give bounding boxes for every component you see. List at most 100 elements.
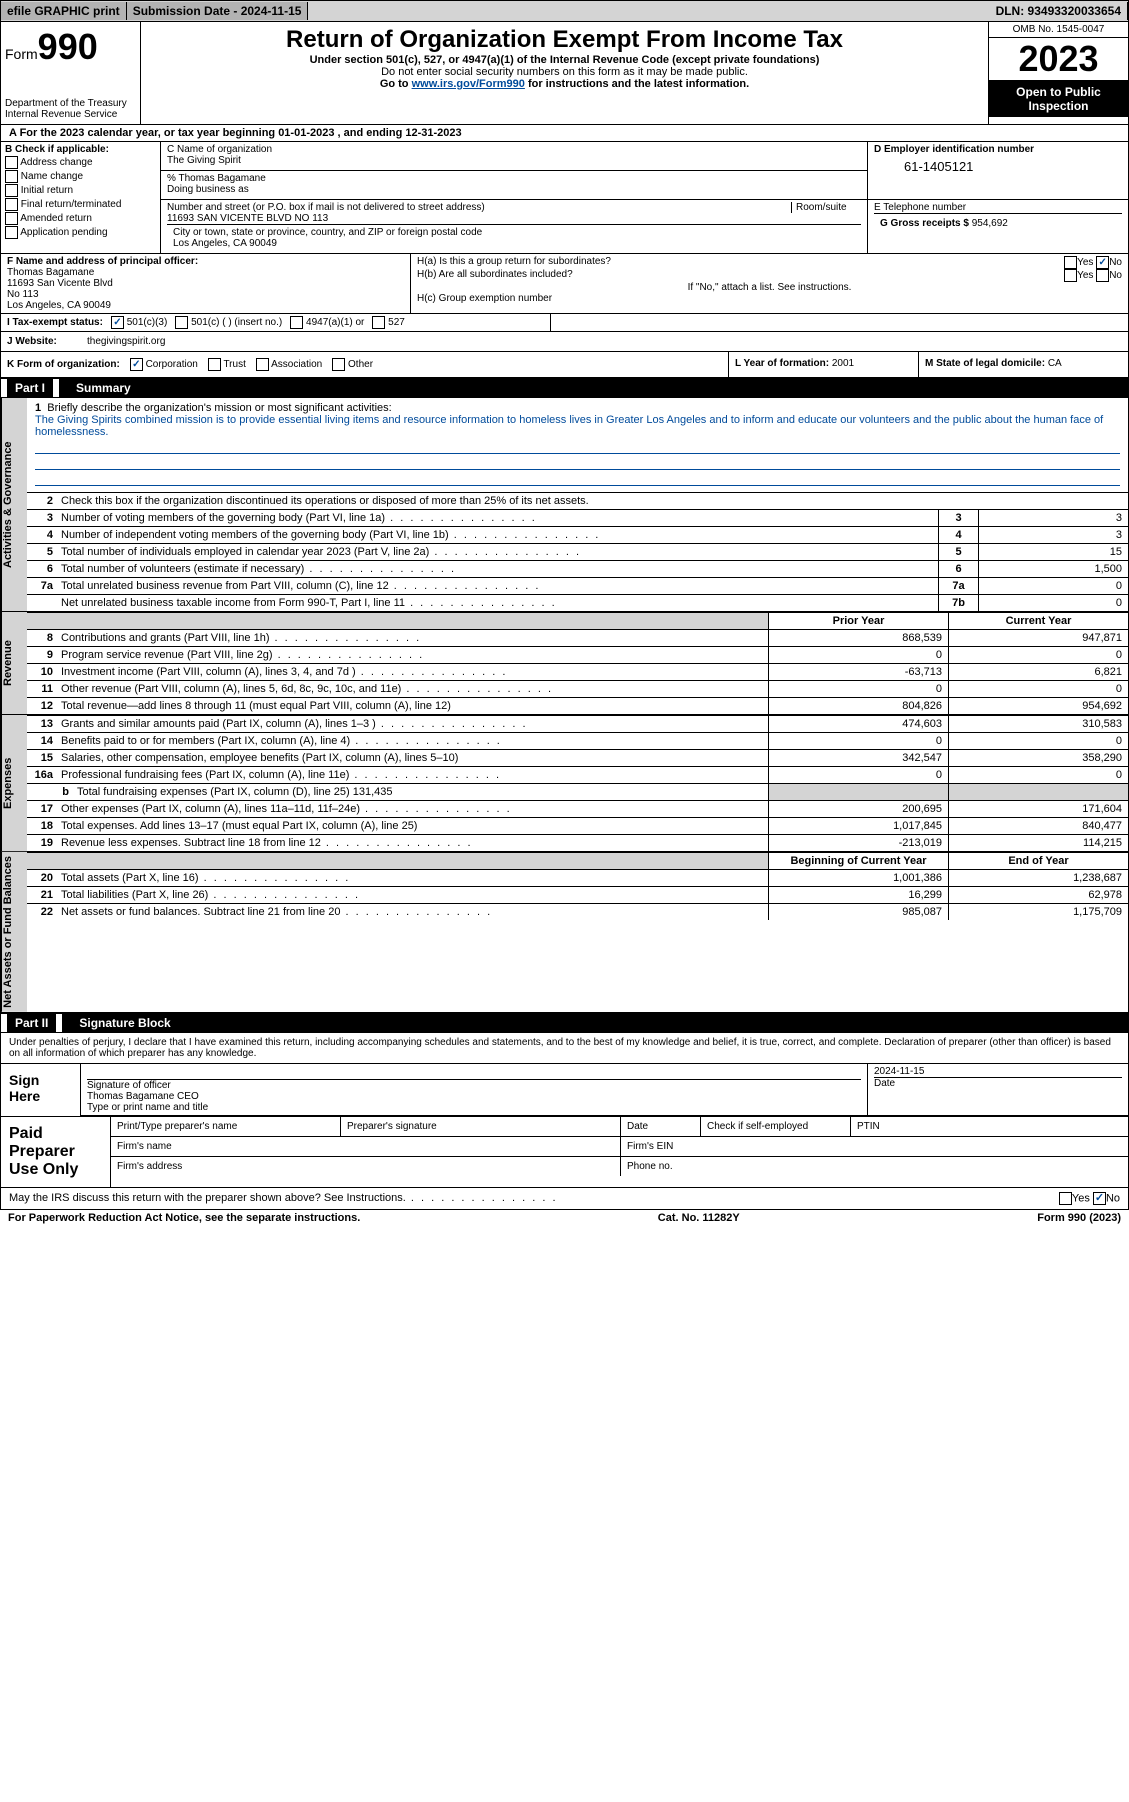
inspection-badge: Open to Public Inspection — [989, 81, 1128, 117]
officer-label: F Name and address of principal officer: — [7, 256, 198, 267]
line-21: Total liabilities (Part X, line 26) — [57, 887, 768, 903]
part-ii-header: Part II Signature Block — [0, 1013, 1129, 1033]
officer-addr1: 11693 San Vicente Blvd — [7, 278, 404, 289]
firm-ein-label: Firm's EIN — [621, 1137, 1128, 1156]
form-title: Return of Organization Exempt From Incom… — [149, 26, 980, 54]
telephone-label: E Telephone number — [874, 202, 1122, 213]
line-5: Total number of individuals employed in … — [57, 544, 938, 560]
sign-here-label: Sign Here — [1, 1064, 81, 1116]
ha-row: H(a) Is this a group return for subordin… — [417, 256, 1122, 269]
line-7b: Net unrelated business taxable income fr… — [57, 595, 938, 611]
ptin-label: PTIN — [851, 1117, 1128, 1136]
line-13: Grants and similar amounts paid (Part IX… — [57, 716, 768, 732]
revenue-section: Revenue Prior YearCurrent Year 8Contribu… — [0, 612, 1129, 715]
side-expenses: Expenses — [1, 715, 27, 851]
line-19: Revenue less expenses. Subtract line 18 … — [57, 835, 768, 851]
side-net-assets: Net Assets or Fund Balances — [1, 852, 27, 1012]
check-address-change[interactable]: Address change — [5, 156, 156, 169]
ein-value: 61-1405121 — [874, 155, 1122, 178]
discuss-row: May the IRS discuss this return with the… — [0, 1188, 1129, 1210]
officer-city: Los Angeles, CA 90049 — [7, 300, 404, 311]
street-address: 11693 SAN VICENTE BLVD NO 113 — [167, 213, 861, 224]
line-20: Total assets (Part X, line 16) — [57, 870, 768, 886]
mission-text: The Giving Spirits combined mission is t… — [35, 414, 1120, 438]
current-year-header: Current Year — [948, 613, 1128, 629]
street-label: Number and street (or P.O. box if mail i… — [167, 202, 791, 213]
line-2: Check this box if the organization disco… — [57, 493, 1128, 509]
submission-date: Submission Date - 2024-11-15 — [127, 2, 309, 20]
line-18: Total expenses. Add lines 13–17 (must eq… — [57, 818, 768, 834]
form-number: Form990 — [5, 26, 136, 68]
org-assoc[interactable]: Association — [256, 358, 322, 371]
firm-addr-label: Firm's address — [111, 1157, 621, 1176]
website-value: thegivingspirit.org — [87, 336, 165, 347]
footer-left: For Paperwork Reduction Act Notice, see … — [8, 1212, 360, 1224]
check-amended[interactable]: Amended return — [5, 212, 156, 225]
activities-governance-section: Activities & Governance 1 Briefly descri… — [0, 398, 1129, 612]
org-trust[interactable]: Trust — [208, 358, 246, 371]
check-initial-return[interactable]: Initial return — [5, 184, 156, 197]
subtitle-2: Do not enter social security numbers on … — [149, 66, 980, 78]
line-11: Other revenue (Part VIII, column (A), li… — [57, 681, 768, 697]
line-9: Program service revenue (Part VIII, line… — [57, 647, 768, 663]
irs-link[interactable]: www.irs.gov/Form990 — [412, 78, 525, 90]
status-527[interactable]: 527 — [372, 316, 404, 329]
part-i-header: Part I Summary — [0, 378, 1129, 398]
tax-status-row: I Tax-exempt status: 501(c)(3) 501(c) ( … — [0, 314, 1129, 332]
dln: DLN: 93493320033654 — [990, 2, 1128, 20]
status-501c3[interactable]: 501(c)(3) — [111, 316, 167, 329]
line-10: Investment income (Part VIII, column (A)… — [57, 664, 768, 680]
sig-officer-label: Signature of officer — [87, 1080, 861, 1091]
line-7a: Total unrelated business revenue from Pa… — [57, 578, 938, 594]
check-final-return[interactable]: Final return/terminated — [5, 198, 156, 211]
net-assets-section: Net Assets or Fund Balances Beginning of… — [0, 852, 1129, 1013]
type-name-label: Type or print name and title — [87, 1102, 861, 1113]
line-17: Other expenses (Part IX, column (A), lin… — [57, 801, 768, 817]
status-4947[interactable]: 4947(a)(1) or — [290, 316, 364, 329]
city-value: Los Angeles, CA 90049 — [173, 238, 855, 249]
firm-name-label: Firm's name — [111, 1137, 621, 1156]
phone-label: Phone no. — [621, 1157, 1128, 1176]
end-year-header: End of Year — [948, 853, 1128, 869]
preparer-name-label: Print/Type preparer's name — [111, 1117, 341, 1136]
paid-preparer-label: Paid Preparer Use Only — [1, 1117, 111, 1187]
gross-receipts: G Gross receipts $ 954,692 — [874, 213, 1122, 233]
line-14: Benefits paid to or for members (Part IX… — [57, 733, 768, 749]
form-header: Form990 Department of the Treasury Inter… — [0, 22, 1129, 125]
dept-label: Department of the Treasury Internal Reve… — [5, 98, 136, 120]
entity-block: B Check if applicable: Address change Na… — [0, 142, 1129, 254]
page-footer: For Paperwork Reduction Act Notice, see … — [0, 1210, 1129, 1226]
hc-row: H(c) Group exemption number — [417, 293, 1122, 304]
footer-mid: Cat. No. 11282Y — [658, 1212, 740, 1224]
status-501c[interactable]: 501(c) ( ) (insert no.) — [175, 316, 282, 329]
sign-date: 2024-11-15 — [874, 1066, 1122, 1078]
org-corp[interactable]: Corporation — [130, 358, 198, 371]
org-other[interactable]: Other — [332, 358, 373, 371]
line-22: Net assets or fund balances. Subtract li… — [57, 904, 768, 920]
line-12: Total revenue—add lines 8 through 11 (mu… — [57, 698, 768, 714]
mission-label: Briefly describe the organization's miss… — [47, 402, 391, 414]
tax-year: 2023 — [989, 38, 1128, 81]
discuss-yes[interactable] — [1059, 1192, 1072, 1205]
side-revenue: Revenue — [1, 612, 27, 714]
line-3: Number of voting members of the governin… — [57, 510, 938, 526]
check-pending[interactable]: Application pending — [5, 226, 156, 239]
officer-name: Thomas Bagamane — [7, 267, 404, 278]
efile-print-button[interactable]: efile GRAPHIC print — [1, 2, 127, 20]
line-8: Contributions and grants (Part VIII, lin… — [57, 630, 768, 646]
prior-year-header: Prior Year — [768, 613, 948, 629]
perjury-statement: Under penalties of perjury, I declare th… — [1, 1033, 1128, 1064]
check-name-change[interactable]: Name change — [5, 170, 156, 183]
city-label: City or town, state or province, country… — [173, 227, 855, 238]
room-label: Room/suite — [791, 202, 861, 213]
omb-number: OMB No. 1545-0047 — [989, 22, 1128, 38]
discuss-no[interactable] — [1093, 1192, 1106, 1205]
care-of: % Thomas Bagamane — [167, 173, 861, 184]
officer-group-row: F Name and address of principal officer:… — [0, 254, 1129, 314]
ein-label: D Employer identification number — [874, 144, 1034, 155]
line-15: Salaries, other compensation, employee b… — [57, 750, 768, 766]
preparer-date-label: Date — [621, 1117, 701, 1136]
sig-officer-name: Thomas Bagamane CEO — [87, 1091, 861, 1102]
self-employed-check[interactable]: Check if self-employed — [701, 1117, 851, 1136]
line-16b: Total fundraising expenses (Part IX, col… — [73, 784, 768, 800]
